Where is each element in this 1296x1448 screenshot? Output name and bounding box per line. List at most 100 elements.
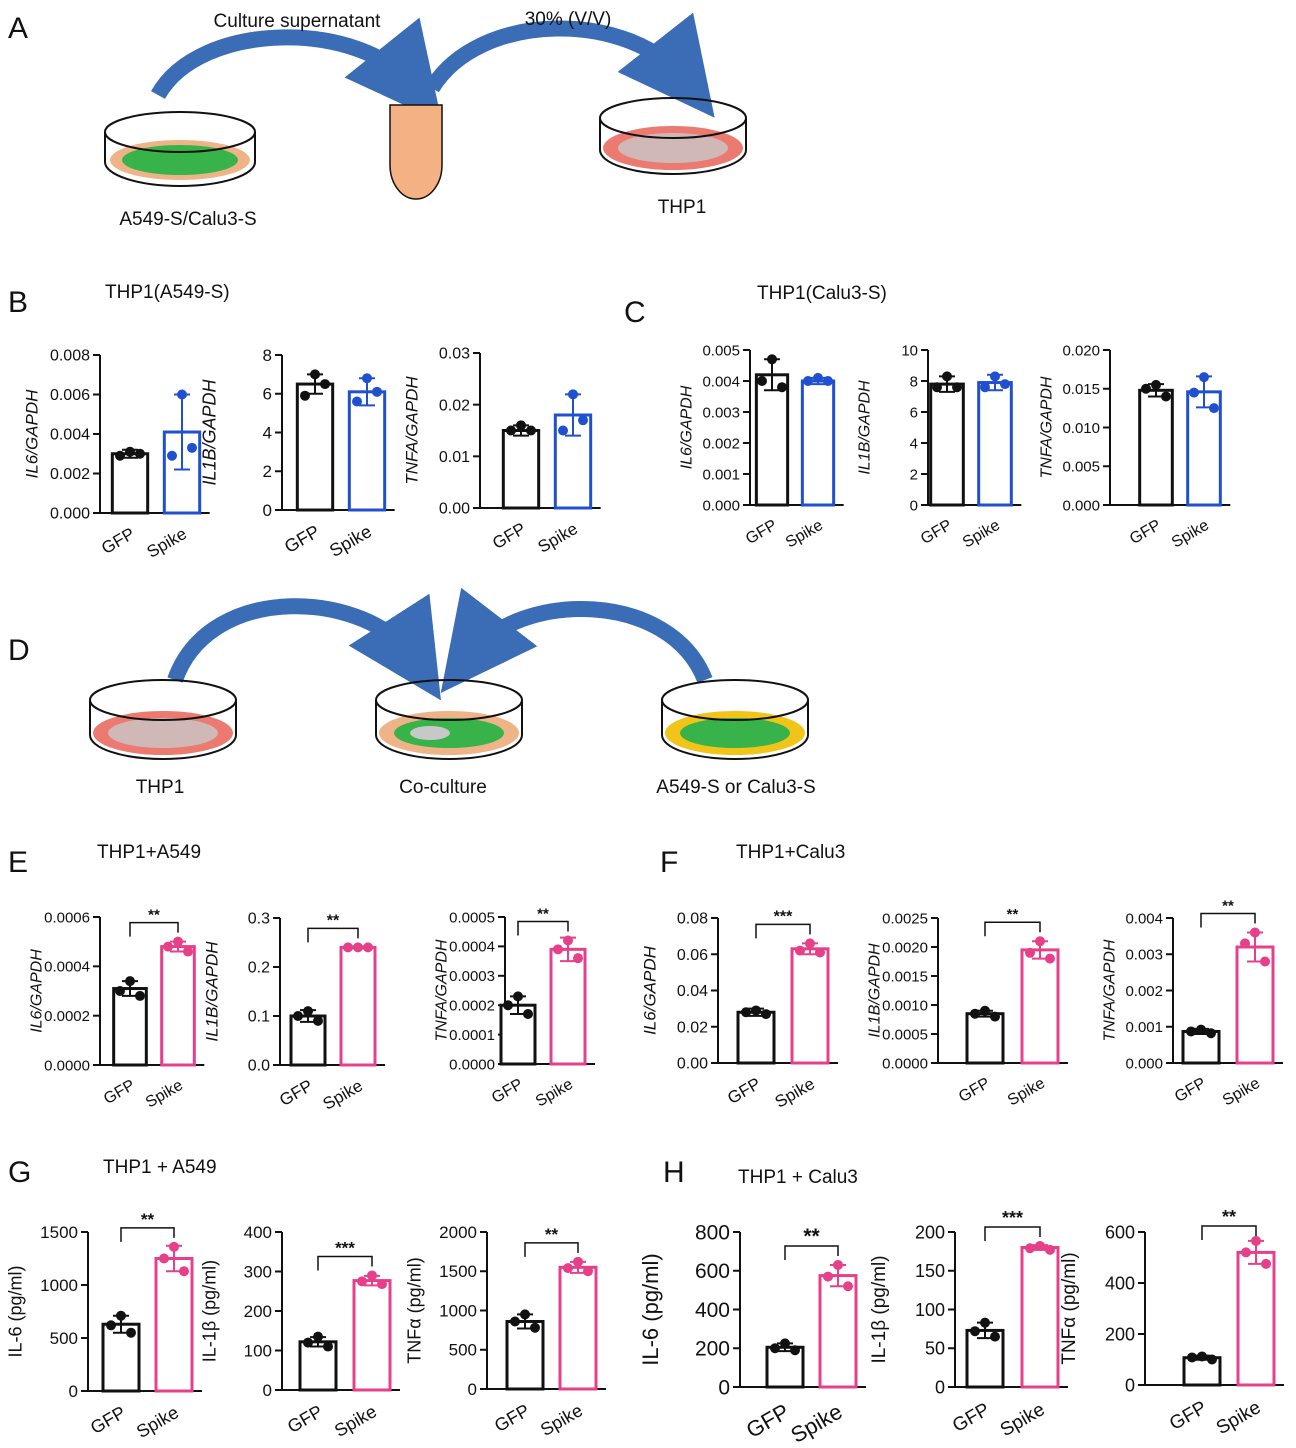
data-point xyxy=(558,425,568,436)
x-tick-label: Spike xyxy=(133,1402,182,1442)
significance-label: ** xyxy=(537,906,549,923)
data-point xyxy=(1196,1024,1206,1035)
y-axis-label: IL1B/GAPDH xyxy=(200,378,220,485)
x-tick-label: Spike xyxy=(533,1076,576,1111)
data-point xyxy=(1035,1240,1045,1251)
significance-bracket xyxy=(1201,1225,1257,1240)
panel-letter: F xyxy=(660,846,678,879)
y-tick-label: 0.06 xyxy=(677,947,708,964)
y-tick-label: 0 xyxy=(69,1382,78,1401)
data-point xyxy=(126,1327,136,1338)
data-point xyxy=(1197,1351,1207,1362)
significance-label: ** xyxy=(1007,906,1019,923)
data-point xyxy=(777,382,787,393)
bar xyxy=(754,373,790,507)
y-tick-label: 0.0000 xyxy=(44,1057,90,1074)
data-point xyxy=(553,944,563,955)
y-tick-label: 0.03 xyxy=(439,346,470,363)
y-tick-label: 0 xyxy=(1125,1375,1135,1395)
y-axis-label: IL-6 (pg/ml) xyxy=(638,1253,663,1365)
x-tick-label: GFP xyxy=(489,519,529,553)
data-point xyxy=(303,1006,313,1017)
data-point xyxy=(770,1343,780,1354)
significance-bracket xyxy=(755,923,811,939)
data-point xyxy=(813,372,823,383)
y-tick-label: 0.001 xyxy=(1125,1019,1163,1036)
data-point xyxy=(1151,379,1161,390)
significance-label: ** xyxy=(545,1225,559,1244)
y-tick-label: 0.0003 xyxy=(449,968,495,985)
data-point xyxy=(741,1007,751,1018)
data-point xyxy=(173,936,183,947)
data-point xyxy=(990,371,1000,382)
data-point xyxy=(135,448,145,459)
bar xyxy=(790,947,830,1065)
bar xyxy=(501,429,541,510)
data-point xyxy=(990,1331,1000,1342)
x-tick-label: GFP xyxy=(489,1076,526,1107)
data-point xyxy=(106,1320,116,1331)
bar xyxy=(1235,945,1275,1065)
y-tick-label: 200 xyxy=(244,1302,272,1321)
data-point xyxy=(757,376,767,386)
significance-label: *** xyxy=(774,908,793,925)
dish xyxy=(89,679,237,760)
x-tick-label: Spike xyxy=(997,1399,1049,1441)
bar xyxy=(1138,388,1174,507)
bar xyxy=(112,987,148,1067)
data-point xyxy=(563,935,573,946)
y-tick-label: 0 xyxy=(263,1381,272,1400)
panel-letter: H xyxy=(663,1156,685,1189)
y-axis-label: IL1B/GAPDH xyxy=(867,943,884,1038)
x-tick-label: GFP xyxy=(281,521,323,557)
data-point xyxy=(578,415,588,426)
bar xyxy=(1236,1250,1276,1387)
diagram-label: A549-S or Calu3-S xyxy=(656,777,815,798)
y-tick-label: 1000 xyxy=(439,1301,477,1320)
x-tick-label: Spike xyxy=(1169,517,1212,552)
y-axis-label: IL1B/GAPDH xyxy=(203,941,222,1042)
data-point xyxy=(352,396,362,407)
data-point xyxy=(1141,383,1151,394)
diagram-label: A549-S/Calu3-S xyxy=(119,209,256,230)
data-point xyxy=(343,942,353,953)
bar xyxy=(298,1340,338,1392)
y-tick-label: 400 xyxy=(695,1299,730,1322)
data-point xyxy=(761,1009,771,1020)
bar xyxy=(160,945,196,1067)
data-point xyxy=(1251,1235,1261,1246)
data-point xyxy=(320,379,330,390)
data-point xyxy=(1189,387,1199,398)
data-point xyxy=(815,947,825,958)
y-axis-label: IL6/GAPDH xyxy=(641,945,660,1035)
y-tick-label: 0.004 xyxy=(1125,910,1163,927)
data-point xyxy=(323,1341,333,1352)
y-tick-label: 600 xyxy=(1105,1222,1135,1242)
data-point xyxy=(353,942,363,953)
diagram-label: 30% (V/V) xyxy=(525,9,612,30)
y-tick-label: 0.004 xyxy=(702,373,740,390)
significance-label: ** xyxy=(148,907,160,924)
bar xyxy=(1020,1246,1060,1389)
y-tick-label: 0.005 xyxy=(702,342,740,359)
data-point xyxy=(1187,1352,1197,1363)
data-point xyxy=(1199,372,1209,383)
data-point xyxy=(167,450,177,461)
y-tick-label: 0.0010 xyxy=(882,997,928,1014)
y-tick-label: 500 xyxy=(449,1341,477,1360)
data-point xyxy=(187,442,197,453)
data-point xyxy=(159,1253,169,1264)
y-axis-label: TNFA/GAPDH xyxy=(403,376,422,485)
data-point xyxy=(1209,403,1219,414)
x-tick-label: Spike xyxy=(1005,1075,1048,1110)
y-tick-label: 0.1 xyxy=(248,1009,270,1026)
y-tick-label: 0.0000 xyxy=(449,1056,495,1073)
y-tick-label: 300 xyxy=(244,1262,272,1281)
y-tick-label: 0.0 xyxy=(248,1058,270,1075)
y-tick-label: 400 xyxy=(1105,1273,1135,1293)
y-tick-label: 0.002 xyxy=(702,435,740,452)
y-tick-label: 0.002 xyxy=(1125,983,1163,1000)
significance-label: ** xyxy=(327,912,340,929)
x-tick-label: Spike xyxy=(1213,1397,1265,1439)
y-tick-label: 0.00 xyxy=(439,501,470,518)
